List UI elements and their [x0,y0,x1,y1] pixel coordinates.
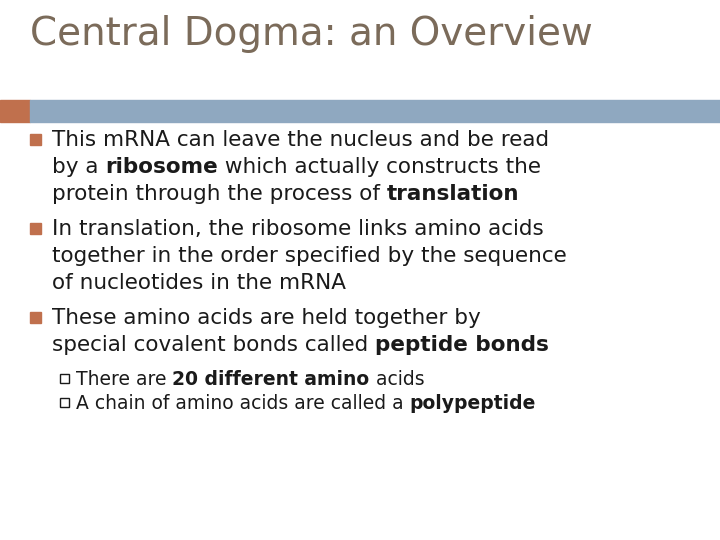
Text: special covalent bonds called: special covalent bonds called [52,335,375,355]
Text: ribosome: ribosome [105,157,218,177]
Text: which actually constructs the: which actually constructs the [218,157,541,177]
Text: These amino acids are held together by: These amino acids are held together by [52,308,481,328]
Bar [30,312,41,323]
Bar [0,100,30,122]
Text: peptide bonds: peptide bonds [375,335,549,355]
Bar [60,398,69,407]
Text: 20 different amino: 20 different amino [173,370,369,389]
Bar [60,374,69,383]
Bar [30,223,41,234]
Bar [30,134,41,145]
Text: of nucleotides in the mRNA: of nucleotides in the mRNA [52,273,346,293]
Text: There are: There are [76,370,173,389]
Text: This mRNA can leave the nucleus and be read: This mRNA can leave the nucleus and be r… [52,130,549,150]
Text: protein through the process of: protein through the process of [52,184,387,204]
Text: together in the order specified by the sequence: together in the order specified by the s… [52,246,567,266]
Text: In translation, the ribosome links amino acids: In translation, the ribosome links amino… [52,219,544,239]
Text: A chain of amino acids are called a: A chain of amino acids are called a [76,394,410,413]
Text: by a: by a [52,157,105,177]
Text: translation: translation [387,184,519,204]
Text: polypeptide: polypeptide [410,394,536,413]
Text: Central Dogma: an Overview: Central Dogma: an Overview [30,15,593,53]
Bar [30,100,720,122]
Text: acids: acids [369,370,424,389]
